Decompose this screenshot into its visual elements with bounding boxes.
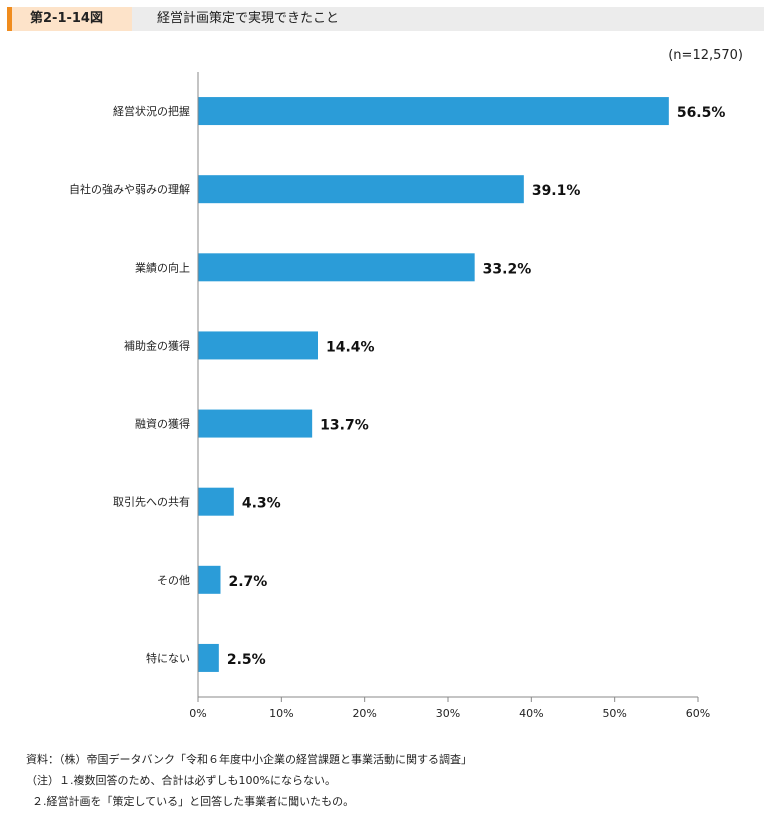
value-label: 4.3% [242,496,281,512]
footnote-1: （注）１.複数回答のため、合計は必ずしも100%にならない。 [26,774,336,787]
category-label: 経営状況の把握 [113,104,190,118]
bar [198,565,221,594]
source-notes: 資料：（株）帝国データバンク「令和６年度中小企業の経営課題と事業活動に関する調査… [26,749,472,812]
value-label: 14.4% [326,339,375,355]
value-label: 33.2% [483,261,532,277]
category-label: 自社の強みや弱みの理解 [69,182,190,196]
category-label: 補助金の獲得 [124,338,190,352]
x-tick-label: 30% [436,707,460,720]
figure-header: 第2-1-14図 経営計画策定で実現できたこと [7,7,764,31]
bar [198,175,524,204]
category-label: 業績の向上 [135,260,190,274]
x-tick-label: 40% [519,707,543,720]
figure-number: 第2-1-14図 [12,7,132,31]
bar [198,487,234,516]
sample-size-note: (n=12,570) [668,48,743,63]
source-note: 資料：（株）帝国データバンク「令和６年度中小企業の経営課題と事業活動に関する調査… [26,753,473,766]
category-label: 取引先への共有 [113,495,190,509]
bar [198,409,313,438]
x-tick-label: 60% [686,707,710,720]
value-label: 2.7% [229,574,268,590]
x-tick-label: 50% [602,707,626,720]
bar [198,643,219,672]
bar [198,253,475,282]
bar [198,97,669,126]
value-label: 56.5% [677,105,726,121]
category-label: 特にない [146,651,190,665]
bar [198,331,318,360]
x-tick-label: 0% [189,707,206,720]
bar-chart: 経営状況の把握 56.5% 自社の強みや弱みの理解 39.1% 業績の向上 33.2% 補助… [69,72,726,720]
category-label: その他 [157,574,190,587]
value-label: 13.7% [320,418,369,434]
value-label: 39.1% [532,183,581,199]
header-accent-bar [7,7,12,31]
x-tick-label: 10% [269,707,293,720]
footnote-2: ２.経営計画を「策定している」と回答した事業者に聞いたもの。 [32,795,355,808]
value-label: 2.5% [227,652,266,668]
category-label: 融資の獲得 [135,418,190,431]
figure-title: 経営計画策定で実現できたこと [157,11,340,26]
x-tick-label: 20% [352,707,376,720]
